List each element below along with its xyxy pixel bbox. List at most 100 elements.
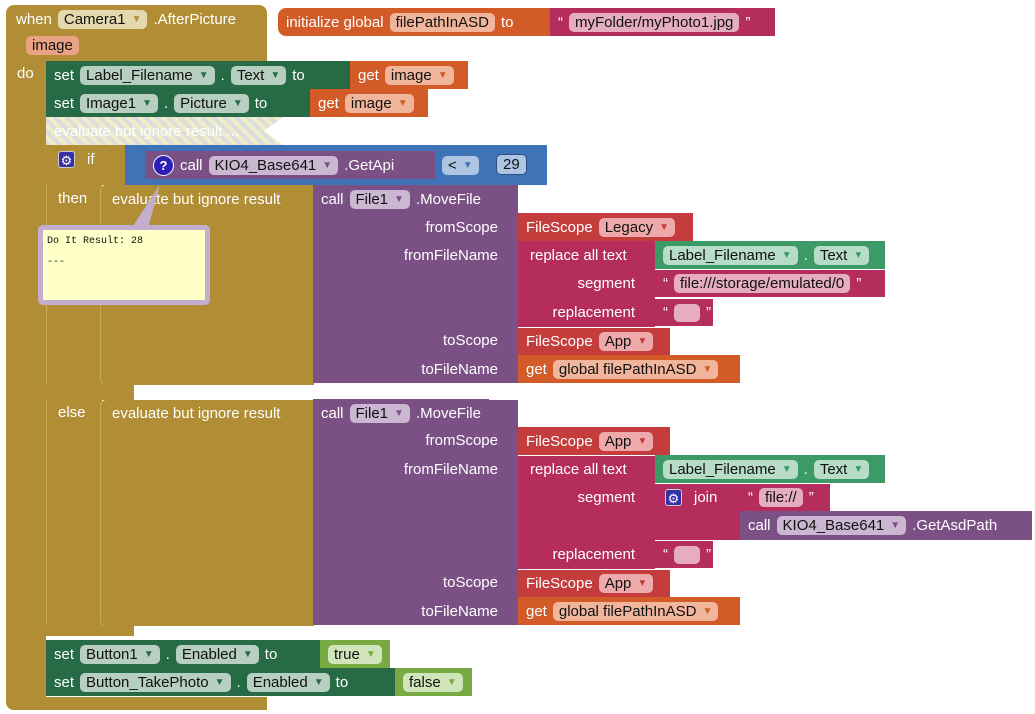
- component-name: Label_Filename: [669, 460, 776, 478]
- get-image-block[interactable]: get image ▼: [350, 61, 468, 89]
- label-filename-text-getter[interactable]: Label_Filename ▼ . Text ▼: [655, 455, 885, 483]
- then-movefile-block[interactable]: [313, 185, 518, 383]
- dropdown-arrow-icon: ▼: [397, 97, 408, 109]
- dropdown-arrow-icon: ▼: [242, 648, 253, 660]
- boolean-value: false: [409, 673, 441, 691]
- get-global-block[interactable]: get global filePathInASD ▼: [518, 597, 740, 625]
- component-dropdown[interactable]: KIO4_Base641 ▼: [776, 516, 907, 535]
- dropdown-arrow-icon: ▼: [142, 97, 152, 109]
- event-header: when Camera1 ▼ .AfterPicture: [8, 5, 244, 33]
- property-dropdown[interactable]: Text ▼: [230, 65, 287, 85]
- else-movefile-block[interactable]: [313, 400, 518, 625]
- else-evaluate-block[interactable]: [100, 400, 314, 626]
- component-name: Button_TakePhoto: [86, 673, 209, 691]
- call-getasdpath-block[interactable]: call KIO4_Base641 ▼ .GetAsdPath: [740, 511, 1032, 540]
- param-image[interactable]: image: [26, 36, 79, 55]
- label-filename-text-getter[interactable]: Label_Filename ▼ . Text ▼: [655, 241, 885, 269]
- component-dropdown[interactable]: Label_Filename ▼: [663, 245, 798, 265]
- property-dropdown[interactable]: Picture ▼: [174, 93, 249, 113]
- dropdown-arrow-icon: ▼: [890, 520, 901, 531]
- replacement-empty-text-block[interactable]: “ ”: [655, 298, 713, 326]
- init-label: initialize global: [286, 13, 384, 31]
- component-dropdown[interactable]: KIO4_Base641 ▼: [208, 155, 339, 175]
- global-name-field[interactable]: filePathInASD: [389, 12, 495, 32]
- component-dropdown[interactable]: Image1 ▼: [80, 93, 158, 113]
- to-label: to: [335, 673, 349, 691]
- to-label: to: [292, 66, 305, 84]
- get-label: get: [526, 360, 547, 378]
- get-image-block[interactable]: get image ▼: [310, 89, 428, 117]
- component-name: Image1: [86, 94, 137, 112]
- true-block[interactable]: true ▼: [320, 640, 390, 668]
- component-name: Camera1: [63, 10, 126, 28]
- component-dropdown[interactable]: File1 ▼: [349, 403, 410, 423]
- replace-all-text-block[interactable]: [518, 455, 655, 569]
- initialize-global-block[interactable]: initialize global filePathInASD to: [278, 8, 553, 36]
- text-value[interactable]: file:///storage/emulated/0: [674, 274, 851, 293]
- property-name: Text: [236, 66, 265, 84]
- disabled-evaluate-block[interactable]: evaluate but ignore result ...: [46, 117, 283, 145]
- boolean-dropdown[interactable]: true ▼: [328, 644, 382, 664]
- get-global-block[interactable]: get global filePathInASD ▼: [518, 355, 740, 383]
- property-dropdown[interactable]: Enabled ▼: [246, 672, 330, 692]
- component-dropdown[interactable]: Label_Filename ▼: [80, 65, 215, 85]
- if-block-else-divider: [46, 384, 134, 400]
- close-quote: ”: [745, 13, 751, 31]
- event-block-bottom: [6, 697, 267, 710]
- filescope-legacy-block[interactable]: FileScope Legacy ▼: [518, 213, 693, 241]
- set-button-takephoto-enabled-block[interactable]: set Button_TakePhoto ▼ . Enabled ▼ to: [46, 668, 396, 696]
- to-label: to: [264, 645, 278, 663]
- file-prefix-text-block[interactable]: “ file:// ”: [740, 483, 830, 511]
- variable-name: global filePathInASD: [558, 360, 697, 378]
- mutator-gear-icon[interactable]: ⚙: [58, 151, 75, 168]
- property-dropdown[interactable]: Text ▼: [813, 459, 870, 479]
- scope-value: App: [604, 432, 632, 450]
- dropdown-arrow-icon: ▼: [143, 648, 154, 660]
- text-value[interactable]: myFolder/myPhoto1.jpg: [569, 12, 740, 32]
- number-field[interactable]: 29: [496, 154, 527, 175]
- dropdown-arrow-icon: ▼: [313, 676, 324, 688]
- component-name: Label_Filename: [669, 246, 776, 264]
- call-getapi-block[interactable]: ? call KIO4_Base641 ▼ .GetApi: [145, 151, 435, 179]
- filescope-app-block[interactable]: FileScope App ▼: [518, 427, 670, 455]
- set-button1-enabled-block[interactable]: set Button1 ▼ . Enabled ▼ to: [46, 640, 320, 668]
- operator-dropdown[interactable]: < ▼: [442, 156, 479, 175]
- dot: .: [803, 460, 808, 478]
- replace-all-text-block[interactable]: [518, 241, 655, 327]
- variable-dropdown[interactable]: image ▼: [384, 65, 454, 85]
- component-dropdown[interactable]: Button_TakePhoto ▼: [80, 672, 231, 692]
- dropdown-arrow-icon: ▼: [365, 648, 376, 660]
- set-label: set: [54, 66, 75, 84]
- filescope-app-block[interactable]: FileScope App ▼: [518, 569, 670, 597]
- property-dropdown[interactable]: Enabled ▼: [175, 644, 259, 664]
- empty-text-value[interactable]: [674, 545, 700, 564]
- variable-dropdown[interactable]: global filePathInASD ▼: [552, 359, 719, 379]
- set-image1-picture-block[interactable]: set Image1 ▼ . Picture ▼ to: [46, 89, 310, 117]
- scope-dropdown[interactable]: App ▼: [598, 431, 654, 451]
- scope-dropdown[interactable]: App ▼: [598, 332, 654, 351]
- scope-dropdown[interactable]: Legacy ▼: [598, 217, 675, 237]
- text-block[interactable]: “ myFolder/myPhoto1.jpg ”: [550, 8, 775, 36]
- false-block[interactable]: false ▼: [395, 668, 472, 696]
- filescope-app-block[interactable]: FileScope App ▼: [518, 327, 670, 355]
- component-dropdown[interactable]: Label_Filename ▼: [663, 459, 798, 479]
- variable-name: image: [350, 94, 392, 112]
- replacement-empty-text-block[interactable]: “ ”: [655, 540, 713, 568]
- variable-dropdown[interactable]: global filePathInASD ▼: [552, 601, 719, 621]
- segment-text-block[interactable]: “ file:///storage/emulated/0 ”: [655, 269, 885, 297]
- empty-text-value[interactable]: [674, 303, 700, 322]
- property-name: Picture: [180, 94, 227, 112]
- component-dropdown[interactable]: File1 ▼: [349, 189, 410, 209]
- set-label-filename-text-block[interactable]: set Label_Filename ▼ . Text ▼ to: [46, 61, 350, 89]
- mutator-gear-icon[interactable]: ⚙: [665, 489, 682, 506]
- help-question-icon[interactable]: ?: [153, 154, 174, 176]
- text-value[interactable]: file://: [759, 488, 803, 507]
- open-quote: “: [663, 275, 668, 292]
- movefile-header: call File1 ▼ .MoveFile: [313, 185, 489, 213]
- property-dropdown[interactable]: Text ▼: [813, 245, 870, 265]
- variable-dropdown[interactable]: image ▼: [344, 93, 414, 113]
- boolean-dropdown[interactable]: false ▼: [403, 672, 463, 692]
- component-dropdown[interactable]: Button1 ▼: [80, 644, 160, 664]
- scope-dropdown[interactable]: App ▼: [598, 574, 654, 593]
- component-dropdown[interactable]: Camera1 ▼: [57, 9, 148, 29]
